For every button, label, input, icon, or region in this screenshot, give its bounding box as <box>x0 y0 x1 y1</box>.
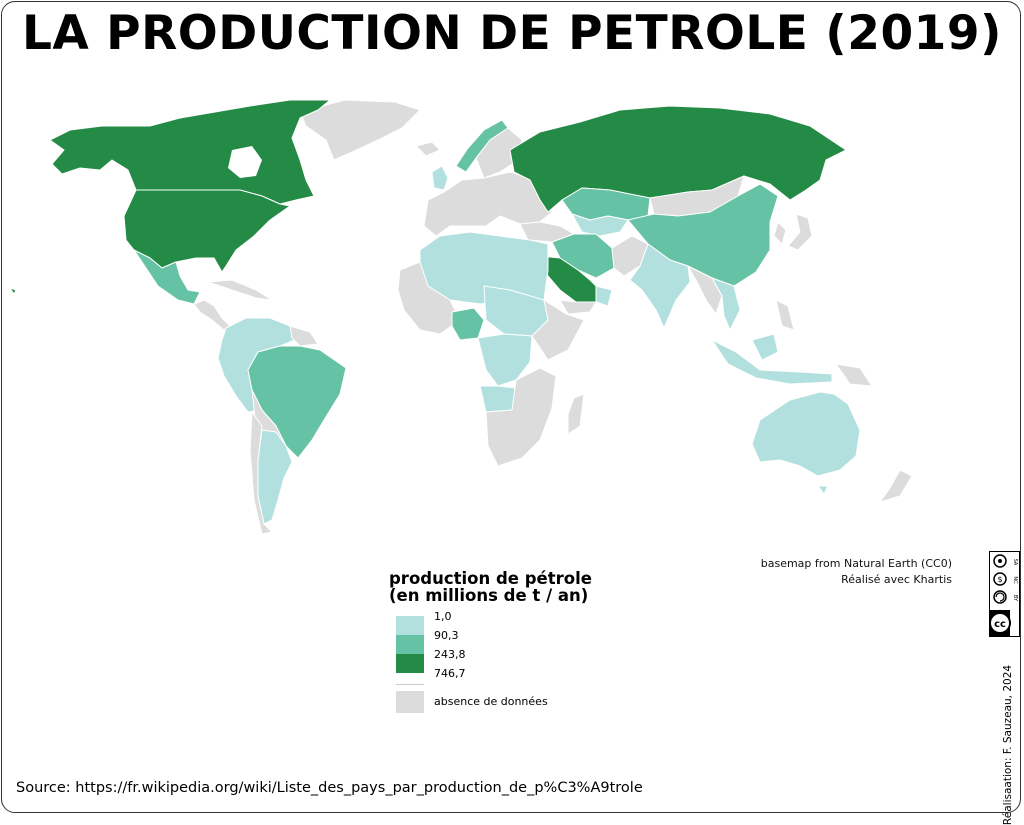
region-greenland <box>299 99 421 161</box>
region-uk <box>431 165 449 191</box>
source-text: Source: https://fr.wikipedia.org/wiki/Li… <box>16 780 643 796</box>
legend-title-line2: (en millions de t / an) <box>389 586 589 605</box>
region-indonesia <box>711 339 833 385</box>
region-nigeria <box>451 307 485 341</box>
credits-tool: Réalisé avec Khartis <box>841 573 952 586</box>
svg-text:$: $ <box>997 575 1002 584</box>
legend-title-line1: production de pétrole <box>389 569 592 588</box>
region-hawaii <box>9 287 17 295</box>
region-vietnam-malaysia <box>711 277 741 331</box>
cc-nc-label: NC <box>1012 576 1018 584</box>
region-angola <box>479 385 517 413</box>
legend-swatch-medium <box>396 635 424 654</box>
region-iceland <box>415 141 441 157</box>
author-credit: Réalisaation: F. Sauzeau, 2024 <box>1002 664 1014 825</box>
region-central-america <box>193 299 231 331</box>
region-central-asia <box>571 213 629 237</box>
region-caribbean <box>207 279 273 301</box>
cc-by-label: BY <box>1012 595 1018 602</box>
map-title: LA PRODUCTION DE PETROLE (2019) <box>21 6 1003 61</box>
region-yemen <box>559 299 597 315</box>
region-oman <box>595 285 613 307</box>
legend-break-2: 90,3 <box>434 629 459 642</box>
legend-break-3: 243,8 <box>434 648 466 661</box>
legend-no-data-label: absence de données <box>434 695 548 708</box>
legend-swatch-dark <box>396 654 424 673</box>
region-chile <box>249 411 273 535</box>
region-australia <box>751 391 861 477</box>
region-india <box>629 243 691 329</box>
region-korea <box>773 221 787 245</box>
legend: production de pétrole (en millions de t … <box>389 569 649 713</box>
region-philippines <box>775 299 795 331</box>
region-west-africa <box>397 261 461 335</box>
region-tasmania <box>817 485 829 495</box>
region-guianas <box>289 325 319 347</box>
legend-swatch-no-data <box>396 691 424 713</box>
region-mexico <box>133 249 201 305</box>
cc-sa-label: SA <box>1012 559 1018 566</box>
credits-basemap: basemap from Natural Earth (CC0) <box>760 557 952 570</box>
region-southern-africa <box>485 367 557 467</box>
legend-swatch-light <box>396 616 424 635</box>
cc-license-badge: cc $ SA NC BY <box>989 551 1020 637</box>
region-japan <box>787 213 813 251</box>
region-central-africa <box>477 333 533 387</box>
cc-icon: cc $ SA NC BY <box>989 552 1019 636</box>
region-madagascar <box>567 393 585 435</box>
region-borneo <box>751 333 779 361</box>
region-russia <box>509 105 847 213</box>
region-hudson-bay <box>228 146 262 178</box>
legend-divider <box>396 684 424 685</box>
legend-break-4: 746,7 <box>434 667 466 680</box>
region-horn-africa <box>531 299 585 361</box>
legend-break-1: 1,0 <box>434 610 452 623</box>
region-papua <box>835 363 873 387</box>
credits: basemap from Natural Earth (CC0) Réalisé… <box>761 556 952 588</box>
svg-text:cc: cc <box>994 619 1006 630</box>
region-new-zealand <box>879 469 913 503</box>
region-canada-alaska <box>49 99 331 205</box>
